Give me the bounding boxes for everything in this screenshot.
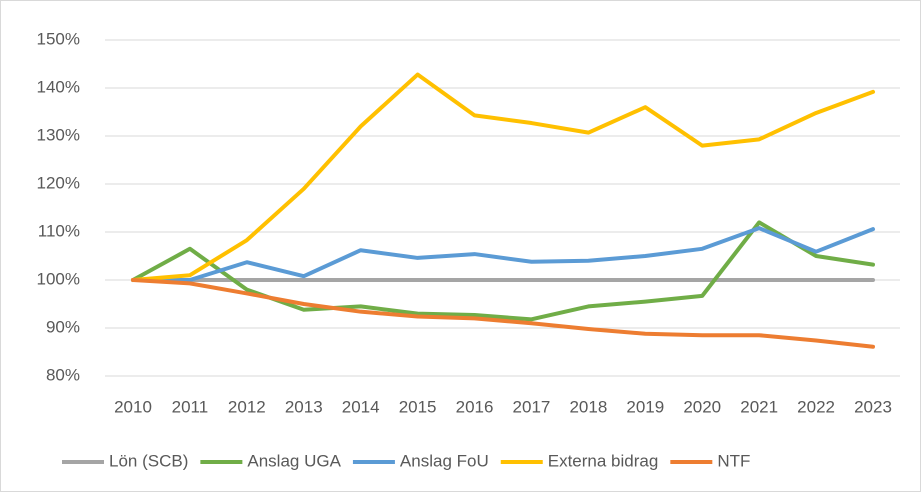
legend-label: Lön (SCB) bbox=[109, 451, 188, 470]
legend-label: Anslag FoU bbox=[400, 451, 489, 470]
y-tick-label: 130% bbox=[37, 125, 80, 144]
x-tick-label: 2015 bbox=[399, 397, 437, 416]
y-tick-label: 110% bbox=[38, 221, 80, 240]
y-tick-label: 140% bbox=[37, 77, 80, 96]
x-tick-label: 2022 bbox=[797, 397, 835, 416]
y-tick-label: 90% bbox=[46, 317, 80, 336]
x-tick-label: 2011 bbox=[172, 397, 209, 416]
x-tick-label: 2017 bbox=[513, 397, 551, 416]
y-tick-label: 80% bbox=[46, 365, 80, 384]
x-tick-label: 2019 bbox=[626, 397, 664, 416]
x-tick-label: 2010 bbox=[114, 397, 152, 416]
y-tick-label: 100% bbox=[37, 269, 80, 288]
x-tick-label: 2020 bbox=[683, 397, 721, 416]
legend-label: NTF bbox=[717, 451, 750, 470]
series-line bbox=[131, 72, 875, 282]
x-tick-label: 2023 bbox=[854, 397, 892, 416]
y-tick-label: 120% bbox=[37, 173, 80, 192]
x-tick-label: 2012 bbox=[228, 397, 266, 416]
legend-label: Externa bidrag bbox=[548, 451, 659, 470]
y-tick-label: 150% bbox=[37, 29, 80, 48]
x-tick-label: 2013 bbox=[285, 397, 323, 416]
x-tick-label: 2018 bbox=[569, 397, 607, 416]
series-line bbox=[131, 278, 875, 349]
x-tick-label: 2021 bbox=[740, 397, 778, 416]
series-line bbox=[131, 220, 875, 322]
x-tick-label: 2014 bbox=[342, 397, 380, 416]
x-tick-label: 2016 bbox=[456, 397, 494, 416]
series-line bbox=[131, 226, 875, 282]
legend-label: Anslag UGA bbox=[247, 451, 341, 470]
